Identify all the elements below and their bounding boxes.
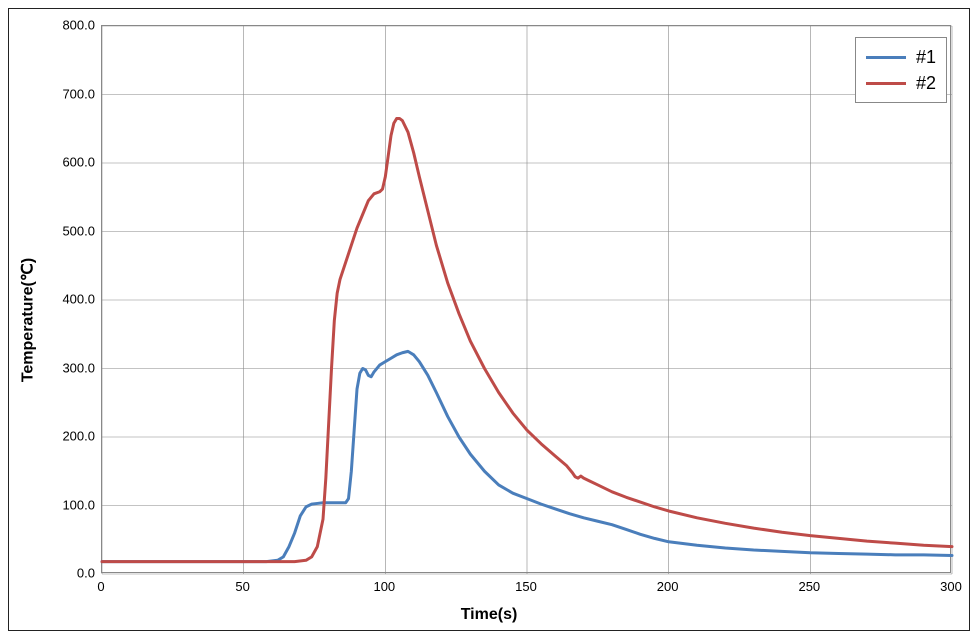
legend-item: #2 xyxy=(866,70,936,96)
legend-item: #1 xyxy=(866,44,936,70)
legend-label: #1 xyxy=(916,47,936,68)
y-tick-label: 600.0 xyxy=(49,155,95,170)
x-tick-label: 250 xyxy=(798,579,820,594)
y-tick-label: 700.0 xyxy=(49,86,95,101)
legend-swatch xyxy=(866,56,906,59)
data-lines xyxy=(102,26,952,574)
legend: #1#2 xyxy=(855,37,947,103)
y-tick-label: 800.0 xyxy=(49,18,95,33)
legend-swatch xyxy=(866,82,906,85)
y-tick-label: 500.0 xyxy=(49,223,95,238)
x-axis-label: Time(s) xyxy=(461,606,518,624)
y-tick-label: 100.0 xyxy=(49,497,95,512)
plot-area xyxy=(101,25,951,573)
x-tick-label: 200 xyxy=(657,579,679,594)
series-1 xyxy=(102,351,952,561)
chart-container: Temperature(℃) Time(s) 0.0 100.0 200.0 300.… xyxy=(8,8,970,631)
y-axis-label: Temperature(℃) xyxy=(17,257,37,381)
series-2 xyxy=(102,118,952,561)
legend-label: #2 xyxy=(916,73,936,94)
x-tick-label: 150 xyxy=(515,579,537,594)
y-tick-label: 0.0 xyxy=(49,566,95,581)
y-tick-label: 400.0 xyxy=(49,292,95,307)
x-tick-label: 100 xyxy=(373,579,395,594)
y-tick-label: 200.0 xyxy=(49,429,95,444)
y-tick-label: 300.0 xyxy=(49,360,95,375)
x-tick-label: 300 xyxy=(940,579,962,594)
x-tick-label: 0 xyxy=(97,579,104,594)
x-tick-label: 50 xyxy=(235,579,249,594)
